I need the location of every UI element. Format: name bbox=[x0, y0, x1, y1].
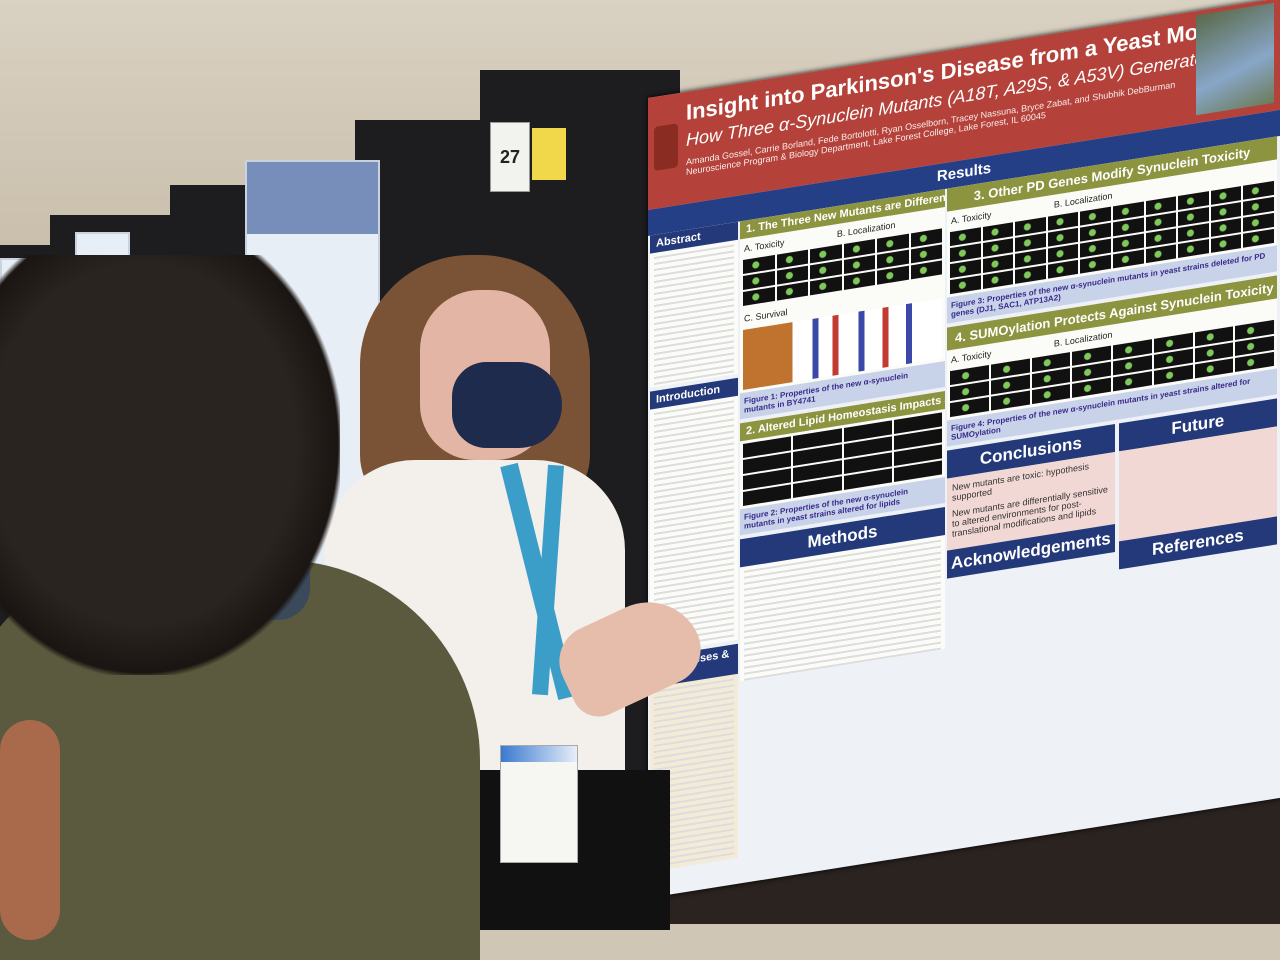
abstract-text bbox=[654, 244, 734, 388]
header-photo bbox=[1196, 2, 1274, 116]
sticky-note bbox=[532, 128, 566, 180]
poster-column-2: 1. The Three New Mutants are Differentia… bbox=[740, 188, 945, 685]
foreground-arm bbox=[0, 720, 60, 940]
name-badge bbox=[500, 745, 578, 863]
future-column: Future References bbox=[1118, 398, 1277, 570]
poster-column-3: 3. Other PD Genes Modify Synuclein Toxic… bbox=[947, 136, 1277, 596]
conclusions-column: Conclusions New mutants are toxic: hypot… bbox=[947, 424, 1115, 597]
face-mask bbox=[452, 362, 562, 448]
abstract-section: Abstract bbox=[650, 221, 738, 388]
research-poster: Insight into Parkinson's Disease from a … bbox=[648, 0, 1280, 898]
visitor-head bbox=[0, 255, 340, 675]
section-1: 1. The Three New Mutants are Differentia… bbox=[740, 188, 945, 420]
board-number-card: 27 bbox=[490, 122, 530, 192]
college-crest-logo bbox=[654, 123, 678, 172]
methods-section: Methods bbox=[740, 506, 945, 682]
